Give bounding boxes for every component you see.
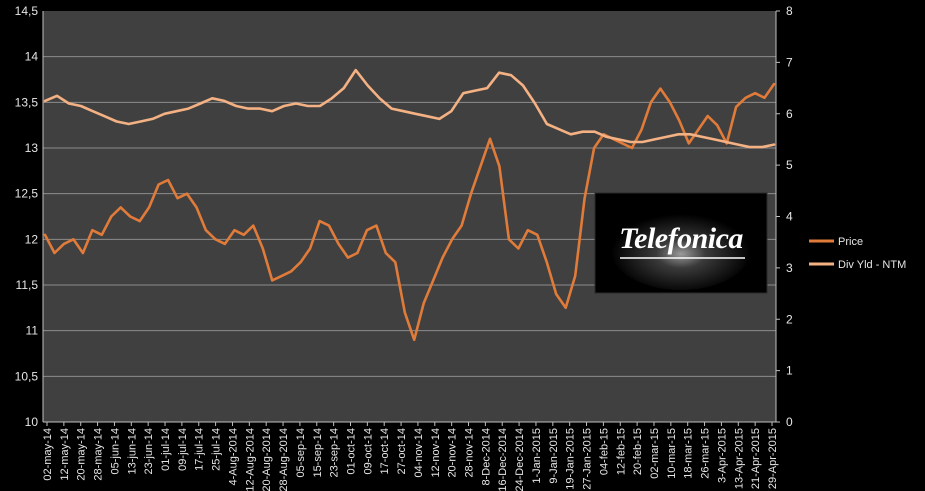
x-tick-label: 09-oct-14 xyxy=(362,428,374,474)
x-tick-label: 20-feb-15 xyxy=(632,428,644,475)
x-tick-label: 26-mar-15 xyxy=(700,428,712,479)
y2-tick-label: 6 xyxy=(786,107,793,121)
x-tick-label: 15-sep-14 xyxy=(312,428,324,478)
y-tick-label: 12 xyxy=(25,232,39,246)
x-tick-label: 29-Apr-2015 xyxy=(767,428,779,489)
y-tick-label: 13 xyxy=(25,141,39,155)
x-tick-label: 16-Dec-2014 xyxy=(497,428,509,491)
y2-tick-label: 8 xyxy=(786,4,793,18)
x-tick-label: 13-Apr-2015 xyxy=(733,428,745,489)
x-tick-label: 21-Apr-2015 xyxy=(750,428,762,489)
x-tick-label: 23-sep-14 xyxy=(329,428,341,478)
y-tick-label: 14 xyxy=(25,50,39,64)
x-tick-label: 02-mar-15 xyxy=(649,428,661,479)
x-tick-label: 25-jul-14 xyxy=(211,428,223,471)
x-tick-label: 20-may-14 xyxy=(76,428,88,481)
y-tick-label: 11 xyxy=(26,324,39,338)
x-tick-label: 20-nov-14 xyxy=(447,428,459,478)
x-tick-label: 13-jun-14 xyxy=(126,428,138,474)
x-tick-label: 9-Jan-2015 xyxy=(548,428,560,484)
y-tick-label: 12,5 xyxy=(15,187,39,201)
x-tick-label: 28-Aug-2014 xyxy=(278,428,290,491)
x-tick-label: 4-Aug-2014 xyxy=(227,428,239,486)
y2-tick-label: 0 xyxy=(786,415,793,429)
y-tick-label: 10 xyxy=(25,415,39,429)
div-yld-line xyxy=(43,68,776,149)
x-tick-label: 12-feb-15 xyxy=(615,428,627,475)
y2-tick-label: 3 xyxy=(786,261,793,275)
x-tick-label: 01-jul-14 xyxy=(160,428,172,471)
y2-tick-label: 4 xyxy=(786,210,793,224)
x-tick-label: 02-may-14 xyxy=(42,428,54,481)
x-tick-label: 20-Aug-2014 xyxy=(261,428,273,491)
legend-label-price: Price xyxy=(838,236,863,248)
x-tick-label: 05-jun-14 xyxy=(109,428,121,474)
y2-tick-label: 7 xyxy=(786,55,793,69)
x-tick-label: 17-oct-14 xyxy=(379,428,391,474)
legend: Price Div Yld - NTM xyxy=(809,236,906,271)
x-tick-label: 24-Dec-2014 xyxy=(514,428,526,491)
x-tick-label: 1-Jan-2015 xyxy=(531,428,543,484)
y2-tick-label: 2 xyxy=(786,312,793,326)
logo-glow xyxy=(611,210,751,290)
x-tick-label: 18-mar-15 xyxy=(683,428,695,479)
x-tick-label: 28-may-14 xyxy=(93,428,105,481)
y2-tick-label: 5 xyxy=(786,158,793,172)
x-tick-label: 12-nov-14 xyxy=(430,428,442,478)
x-tick-label: 12-Aug-2014 xyxy=(244,428,256,491)
y-axis-right-ticks: 0 1 2 3 4 5 6 7 8 xyxy=(776,4,793,429)
x-tick-label: 04-nov-14 xyxy=(413,428,425,478)
x-tick-label: 8-Dec-2014 xyxy=(480,428,492,485)
logo-text: Telefonica xyxy=(619,222,743,255)
x-tick-label: 09-jul-14 xyxy=(177,428,189,471)
x-tick-label: 17-jul-14 xyxy=(194,428,206,471)
x-tick-label: 12-may-14 xyxy=(59,428,71,481)
y-axis-left-ticks: 10 10,5 11 11,5 12 12,5 13 13,5 14 14,5 xyxy=(15,4,39,429)
x-tick-label: 23-jun-14 xyxy=(143,428,155,474)
y-tick-label: 14,5 xyxy=(15,4,39,18)
price-line xyxy=(43,82,776,342)
y2-tick-label: 1 xyxy=(786,364,793,378)
x-tick-label: 19-Jan-2015 xyxy=(565,428,577,490)
telefonica-logo: Telefonica xyxy=(594,192,768,294)
x-tick-label: 05-sep-14 xyxy=(295,428,307,478)
x-tick-label: 27-oct-14 xyxy=(396,428,408,474)
legend-label-div-yld: Div Yld - NTM xyxy=(838,259,906,271)
x-tick-label: 04-feb-15 xyxy=(598,428,610,475)
y-tick-label: 11,5 xyxy=(16,278,39,292)
x-tick-label: 10-mar-15 xyxy=(666,428,678,479)
x-tick-label: 01-oct-14 xyxy=(345,428,357,474)
series-layer xyxy=(43,68,776,342)
x-tick-label: 28-nov-14 xyxy=(464,428,476,478)
y-tick-label: 10,5 xyxy=(15,369,39,383)
y-tick-label: 13,5 xyxy=(15,95,39,109)
x-tick-label: 3-Apr-2015 xyxy=(716,428,728,483)
x-axis-ticks: 02-may-14 12-may-14 20-may-14 28-may-14 05-j… xyxy=(42,422,779,491)
x-tick-label: 27-Jan-2015 xyxy=(582,428,594,490)
